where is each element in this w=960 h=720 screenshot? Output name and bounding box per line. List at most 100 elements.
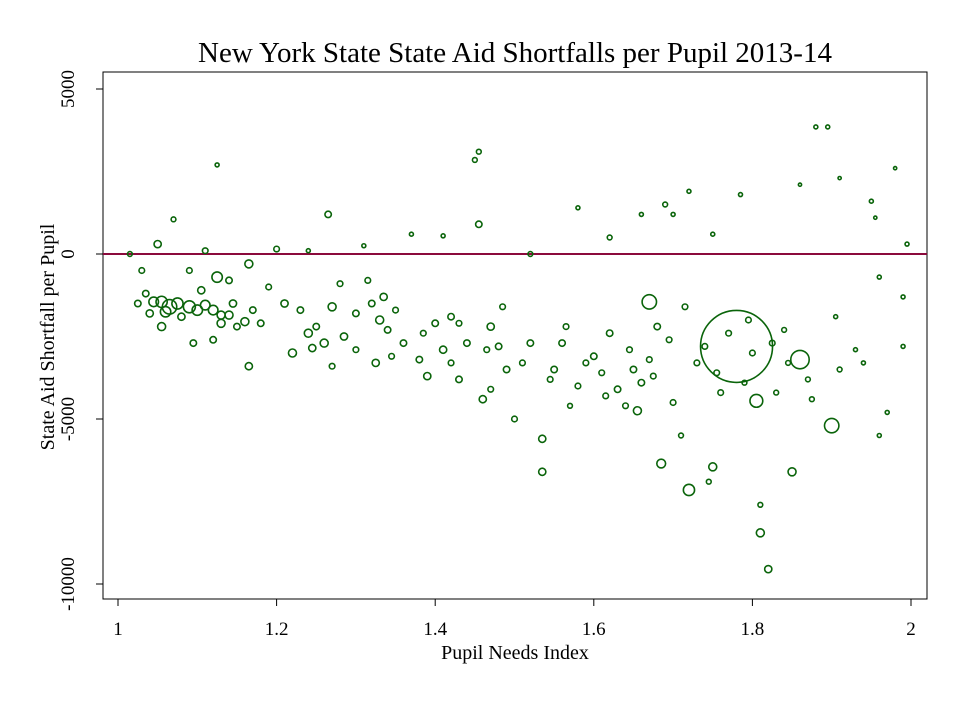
y-tick-label: -10000 [58, 557, 79, 611]
data-point [391, 306, 400, 314]
data-point [419, 329, 427, 337]
data-point [558, 339, 567, 348]
data-point [725, 329, 733, 337]
data-point [900, 343, 906, 350]
x-tick-label: 1.6 [582, 619, 606, 640]
data-point [209, 335, 218, 344]
data-point [755, 528, 766, 538]
data-point [693, 359, 701, 367]
x-tick-label: 1.4 [423, 619, 447, 640]
x-axis-label: Pupil Needs Index [441, 642, 589, 664]
data-point [422, 371, 432, 381]
data-point [884, 409, 891, 416]
data-point [475, 148, 483, 155]
data-point [153, 239, 163, 249]
data-point [364, 276, 372, 285]
data-point [876, 274, 883, 280]
data-point [780, 326, 788, 334]
data-point [681, 303, 689, 311]
data-point [307, 343, 317, 353]
data-point [447, 359, 455, 367]
data-point [240, 316, 250, 327]
data-point [749, 393, 764, 409]
data-point [717, 389, 725, 397]
data-point [537, 434, 547, 444]
data-point [641, 293, 658, 310]
data-point [216, 310, 226, 320]
x-tick-label: 1 [113, 619, 123, 640]
x-tick-label: 1.2 [265, 619, 289, 640]
data-point [784, 359, 792, 367]
data-point [287, 348, 298, 358]
data-point [207, 304, 219, 316]
data-point [868, 198, 875, 204]
data-point [669, 398, 677, 407]
data-point [824, 124, 831, 130]
data-point [352, 346, 360, 354]
data-point [661, 201, 669, 208]
data-point [185, 266, 193, 275]
data-point [201, 247, 209, 255]
data-point [904, 241, 910, 247]
data-point [126, 250, 134, 258]
data-point [324, 210, 333, 219]
plot-area [102, 71, 928, 600]
x-tick-label: 2 [906, 619, 916, 640]
data-point [305, 247, 312, 254]
data-point [478, 394, 488, 404]
data-point [170, 216, 177, 223]
data-point [225, 276, 234, 285]
data-point [699, 309, 774, 384]
data-point [244, 361, 254, 371]
y-tick-label: 5000 [58, 70, 79, 108]
data-point [789, 349, 810, 370]
data-point [471, 156, 479, 164]
data-point [141, 289, 150, 298]
data-point [526, 339, 535, 348]
data-point [328, 362, 336, 370]
data-point [312, 322, 321, 331]
data-point [256, 319, 265, 328]
data-point [145, 308, 155, 318]
data-point [159, 305, 172, 318]
data-point [653, 322, 662, 331]
data-point [892, 165, 898, 171]
data-point [546, 375, 554, 384]
data-point [656, 458, 667, 469]
data-point [737, 191, 744, 198]
data-point [872, 215, 878, 221]
data-point [232, 322, 241, 331]
data-point [797, 182, 803, 188]
data-point [191, 304, 204, 317]
data-point [707, 462, 718, 472]
data-point [852, 346, 859, 353]
data-point [440, 233, 446, 239]
data-point [575, 205, 581, 211]
data-point [367, 299, 376, 308]
data-point [744, 316, 753, 324]
data-point [804, 376, 812, 383]
data-point [649, 372, 657, 380]
data-point [637, 378, 646, 387]
data-point [138, 266, 146, 275]
data-point [455, 319, 463, 327]
data-point [900, 294, 906, 300]
y-axis-label: State Aid Shortfall per Pupil [37, 223, 59, 450]
data-point [336, 280, 344, 288]
data-point [701, 342, 709, 351]
data-point [768, 339, 776, 347]
data-point [574, 382, 582, 390]
data-point [566, 402, 574, 409]
data-point [494, 342, 503, 351]
data-point [757, 501, 764, 508]
data-point [709, 231, 716, 237]
chart-title: New York State State Aid Shortfalls per … [198, 37, 832, 69]
data-point [836, 366, 843, 373]
data-point [265, 283, 273, 291]
data-point [189, 339, 198, 348]
data-point [677, 432, 685, 439]
data-point [280, 299, 289, 308]
data-point [772, 389, 780, 396]
data-point [244, 259, 254, 269]
